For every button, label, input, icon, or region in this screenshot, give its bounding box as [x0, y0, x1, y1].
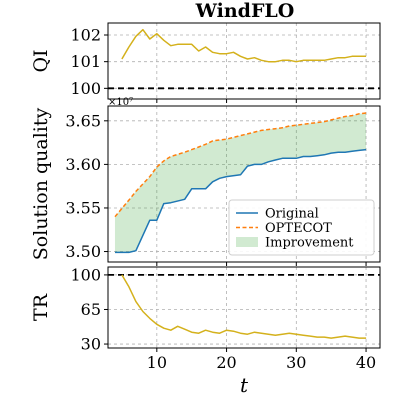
legend-swatch-improvement	[236, 237, 258, 247]
y-tick-label: 100	[70, 265, 101, 284]
legend-label-optecot: OPTECOT	[265, 221, 332, 236]
x-tick-label: 20	[216, 353, 236, 372]
x-tick-label: 30	[286, 353, 306, 372]
tr-panel-frame	[107, 266, 381, 349]
legend-label-original: Original	[265, 207, 319, 222]
solution-quality-panel-frame	[107, 105, 381, 263]
qi-panel: 100 101 102 QI	[30, 22, 381, 103]
x-tick-label: 10	[147, 353, 167, 372]
tr-axis-label: TR	[30, 293, 52, 321]
series-line	[121, 28, 367, 63]
series-line	[121, 274, 367, 339]
x-axis-label: t	[240, 373, 249, 397]
y-tick-label: 30	[81, 335, 101, 354]
solution-quality-panel: 3.50 3.55 3.60 3.65 Solution quality ×10⁷ O…	[30, 97, 381, 266]
y-axis-multiplier: ×10⁷	[108, 97, 133, 108]
original-line	[115, 148, 367, 254]
x-axis: 10 20 30 40	[147, 353, 377, 372]
y-tick-label: 102	[70, 26, 101, 45]
solution-quality-axis-label: Solution quality	[30, 108, 52, 261]
x-tick-label: 40	[356, 353, 376, 372]
legend-label-improvement: Improvement	[265, 236, 354, 251]
tr-panel: 30 65 100 TR	[30, 265, 381, 354]
y-tick-label: 3.65	[65, 111, 101, 130]
y-tick-label: 65	[81, 300, 101, 319]
chart-title: WindFLO	[195, 0, 295, 22]
y-tick-label: 3.60	[65, 155, 101, 174]
y-tick-label: 101	[70, 52, 101, 71]
y-tick-label: 100	[70, 79, 101, 98]
improvement-area	[114, 112, 367, 253]
y-tick-label: 3.55	[65, 198, 101, 217]
qi-panel-frame	[107, 22, 381, 100]
legend-box	[228, 199, 375, 256]
optecot-line	[114, 112, 367, 218]
y-tick-label: 3.50	[65, 242, 101, 261]
qi-axis-label: QI	[30, 49, 52, 72]
